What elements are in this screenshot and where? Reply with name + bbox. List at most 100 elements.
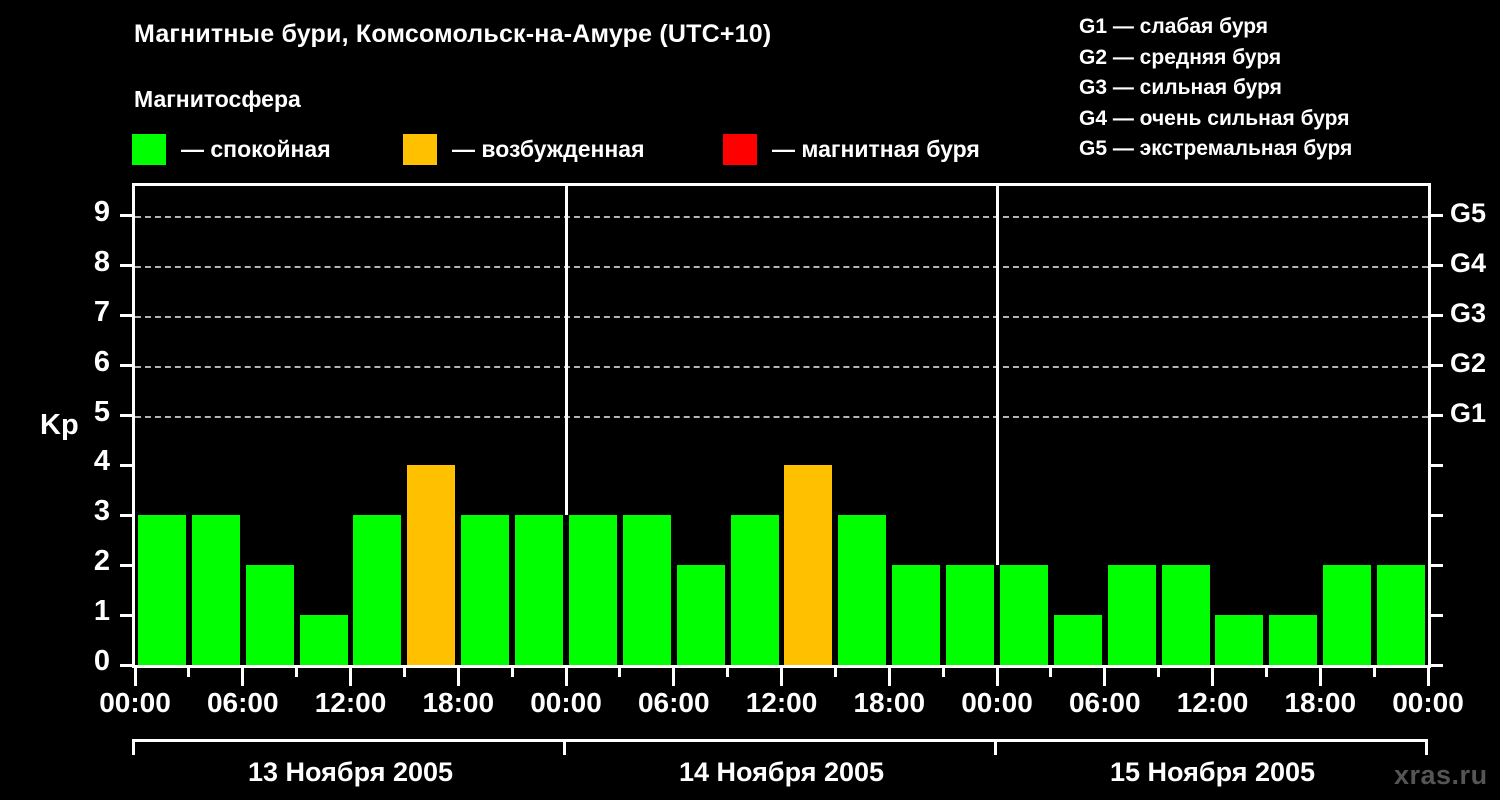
g-scale-row-1: G1 — слабая буря bbox=[1079, 15, 1269, 38]
gridline-kp-8 bbox=[135, 265, 1428, 268]
x-tick-label: 06:00 bbox=[637, 687, 710, 718]
x-tick bbox=[456, 668, 460, 686]
bar bbox=[1377, 565, 1426, 665]
y-tick-label-1: 1 bbox=[93, 595, 110, 628]
date-label-1: 14 Ноября 2005 bbox=[678, 757, 885, 787]
orange-square-swatch bbox=[403, 134, 437, 165]
bar bbox=[946, 565, 995, 665]
y-tick bbox=[120, 513, 132, 517]
bar bbox=[622, 515, 671, 665]
y-tick-label-2: 2 bbox=[93, 545, 110, 578]
bar bbox=[1107, 565, 1156, 665]
x-tick-label: 18:00 bbox=[422, 687, 495, 718]
x-tick-label: 00:00 bbox=[1392, 687, 1464, 718]
x-axis-line bbox=[132, 665, 1431, 668]
x-tick bbox=[672, 668, 676, 686]
y-tick bbox=[120, 414, 132, 418]
plot-area bbox=[135, 186, 1428, 665]
y-tick-label-5: 5 bbox=[93, 395, 110, 428]
bar bbox=[1053, 615, 1102, 665]
x-tick bbox=[780, 668, 783, 686]
bar bbox=[515, 515, 564, 665]
y-tick-label-4: 4 bbox=[93, 445, 110, 478]
day-divider-2 bbox=[995, 186, 999, 566]
bar bbox=[568, 515, 617, 665]
x-tick-label: 06:00 bbox=[206, 687, 279, 718]
y-axis-title: Kp bbox=[40, 409, 79, 441]
g-axis-label-G2: G2 bbox=[1450, 347, 1487, 378]
x-tick bbox=[402, 668, 406, 677]
x-tick-label: 12:00 bbox=[1176, 687, 1249, 718]
bar bbox=[1161, 565, 1210, 665]
x-tick-label: 00:00 bbox=[961, 687, 1033, 718]
y-tick-label-6: 6 bbox=[93, 345, 110, 378]
y-tick bbox=[120, 364, 132, 368]
g-axis-label-G4: G4 bbox=[1450, 247, 1487, 278]
g-axis-label-G5: G5 bbox=[1450, 197, 1487, 228]
watermark: xras.ru bbox=[1394, 760, 1488, 790]
right-tick bbox=[1431, 314, 1443, 318]
magnetosphere-heading: Магнитосфера bbox=[134, 86, 301, 112]
y-tick bbox=[120, 663, 132, 667]
bar bbox=[730, 515, 779, 665]
bar bbox=[1269, 615, 1318, 665]
x-tick bbox=[564, 668, 568, 686]
right-tick bbox=[1431, 364, 1443, 368]
date-label-0: 13 Ноября 2005 bbox=[247, 757, 454, 787]
right-tick bbox=[1431, 563, 1443, 567]
x-tick bbox=[941, 668, 945, 677]
day-divider-1 bbox=[564, 186, 568, 516]
bar bbox=[407, 465, 456, 665]
right-tick bbox=[1431, 214, 1443, 218]
y-tick-label-3: 3 bbox=[93, 495, 110, 528]
x-tick-label: 12:00 bbox=[314, 687, 387, 718]
legend-item-1: — возбужденная bbox=[403, 134, 645, 165]
y-tick-label-9: 9 bbox=[93, 195, 110, 228]
bar bbox=[676, 565, 725, 665]
gridline-kp-9 bbox=[135, 215, 1428, 218]
bar bbox=[461, 515, 510, 665]
right-tick bbox=[1431, 264, 1443, 268]
gridline-kp-5 bbox=[135, 415, 1428, 418]
bar bbox=[1323, 565, 1372, 665]
g-scale-row-5: G5 — экстремальная буря bbox=[1079, 137, 1353, 160]
x-tick-label: 18:00 bbox=[1284, 687, 1357, 718]
y-tick bbox=[120, 214, 132, 218]
right-tick bbox=[1431, 463, 1443, 467]
x-tick bbox=[187, 668, 191, 677]
bar bbox=[999, 565, 1048, 665]
bar bbox=[784, 465, 833, 665]
bar bbox=[1215, 615, 1264, 665]
date-bracket-0 bbox=[132, 739, 566, 755]
x-tick bbox=[726, 668, 730, 677]
x-tick bbox=[1264, 668, 1268, 677]
bar bbox=[245, 565, 294, 665]
legend-label: — магнитная буря bbox=[772, 136, 980, 162]
date-label-2: 15 Ноября 2005 bbox=[1109, 757, 1316, 787]
x-tick bbox=[241, 668, 245, 686]
g-scale-row-2: G2 — средняя буря bbox=[1079, 45, 1282, 69]
green-square-swatch bbox=[132, 134, 166, 165]
legend-item-2: — магнитная буря bbox=[723, 134, 980, 165]
g-scale-row-4: G4 — очень сильная буря bbox=[1079, 106, 1350, 130]
g-axis-label-G3: G3 bbox=[1450, 297, 1487, 328]
date-bracket-1 bbox=[563, 739, 997, 755]
y-tick-label-0: 0 bbox=[93, 645, 110, 677]
x-tick-label: 12:00 bbox=[745, 687, 818, 718]
bar bbox=[299, 615, 348, 665]
x-tick bbox=[887, 668, 891, 686]
right-tick bbox=[1431, 513, 1443, 517]
x-tick-label: 06:00 bbox=[1068, 687, 1141, 718]
y-tick-label-7: 7 bbox=[93, 295, 110, 328]
x-tick bbox=[995, 668, 999, 686]
gridline-kp-6 bbox=[135, 365, 1428, 368]
bar bbox=[353, 515, 402, 665]
x-tick bbox=[1049, 668, 1053, 677]
legend-label: — спокойная bbox=[181, 136, 331, 162]
x-tick bbox=[295, 668, 299, 677]
x-tick bbox=[133, 668, 137, 686]
x-tick bbox=[1318, 668, 1322, 686]
x-tick bbox=[833, 668, 837, 677]
y-tick-label-8: 8 bbox=[93, 245, 110, 278]
